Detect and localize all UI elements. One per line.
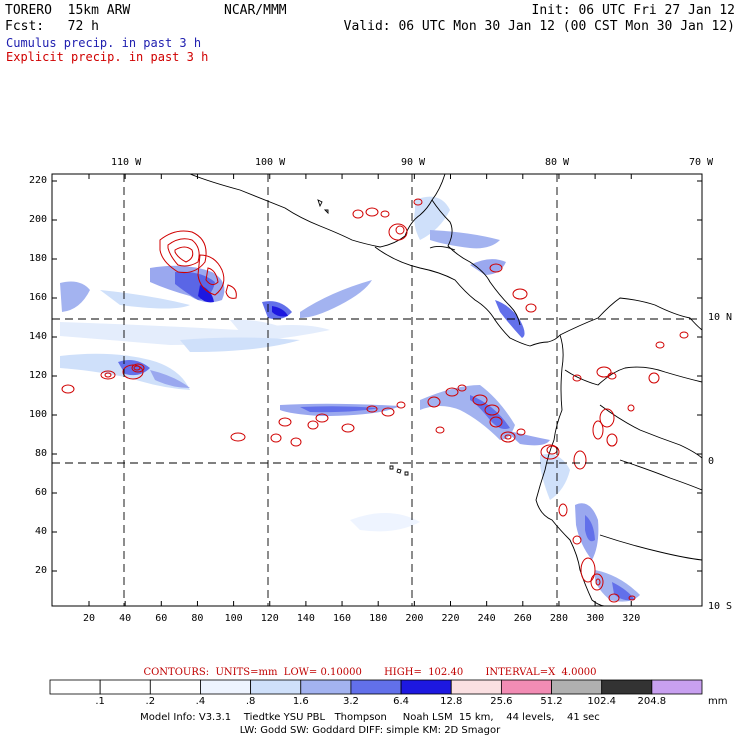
lon-label-100w: 100 W — [255, 157, 286, 168]
x-tick-label: 180 — [369, 613, 388, 624]
y-tick-label: 220 — [28, 175, 47, 186]
lon-label-110w: 110 W — [111, 157, 142, 168]
colorbar-label: .2 — [145, 696, 156, 707]
y-tick-label: 160 — [28, 292, 47, 303]
x-tick-label: 120 — [260, 613, 279, 624]
colorbar-swatch — [500, 679, 552, 695]
y-tick-label: 120 — [28, 370, 47, 381]
colorbar-swatch — [350, 679, 402, 695]
colorbar-label: 25.6 — [490, 696, 513, 707]
x-tick-label: 200 — [405, 613, 424, 624]
colorbar-label: .1 — [95, 696, 105, 707]
y-tick-label: 100 — [28, 409, 47, 420]
lon-label-80w: 80 W — [545, 157, 570, 168]
lat-label-0: 0 — [708, 456, 715, 467]
colorbar-swatch — [551, 679, 603, 695]
x-tick-label: 40 — [119, 613, 132, 624]
explicit-legend: Explicit precip. in past 3 h — [6, 50, 209, 64]
colorbar-label: .8 — [245, 696, 256, 707]
cumulus-legend: Cumulus precip. in past 3 h — [6, 36, 202, 50]
colorbar-label: 3.2 — [342, 696, 359, 707]
x-tick-label: 220 — [441, 613, 460, 624]
contour-info: CONTOURS: UNITS=mm LOW= 0.10000 HIGH= 10… — [143, 667, 597, 678]
x-tick-label: 240 — [477, 613, 496, 624]
colorbar-label: 12.8 — [440, 696, 463, 707]
x-tick-label: 320 — [622, 613, 641, 624]
x-tick-label: 260 — [513, 613, 532, 624]
x-tick-label: 60 — [155, 613, 168, 624]
lon-label-70w: 70 W — [689, 157, 714, 168]
colorbar-label: 102.4 — [587, 696, 617, 707]
y-tick-label: 20 — [34, 565, 47, 576]
colorbar-labels: .1 .2 .4 .8 1.6 3.2 6.4 12.8 25.6 51.2 102.4 204.8 — [0, 696, 740, 708]
x-tick-label: 300 — [586, 613, 605, 624]
x-tick-label: 100 — [224, 613, 243, 624]
valid-time: Valid: 06 UTC Mon 30 Jan 12 (00 CST Mon … — [343, 19, 735, 34]
colorbar-label: 51.2 — [540, 696, 563, 707]
colorbar-swatch — [601, 679, 653, 695]
y-tick-label: 200 — [28, 214, 47, 225]
cumulus-precip-areas — [60, 196, 640, 602]
colorbar-swatch — [450, 679, 502, 695]
y-tick-label: 60 — [34, 487, 47, 498]
colorbar-swatch — [300, 679, 352, 695]
lat-lon-grid — [52, 174, 702, 606]
colorbar-unit: mm — [708, 696, 728, 707]
colorbar-label: 6.4 — [393, 696, 410, 707]
colorbar-swatch — [149, 679, 201, 695]
colorbar-swatch — [400, 679, 452, 695]
model-info-line2: LW: Godd SW: Goddard DIFF: simple KM: 2D… — [239, 725, 501, 736]
colorbar-swatch — [200, 679, 252, 695]
colorbar-label: .4 — [195, 696, 206, 707]
x-tick-label: 280 — [549, 613, 568, 624]
y-tick-label: 180 — [28, 253, 47, 264]
x-tick-label: 80 — [191, 613, 204, 624]
center-label: NCAR/MMM — [224, 3, 287, 18]
explicit-precip-contours — [61, 198, 689, 603]
forecast-hour: Fcst: 72 h — [5, 19, 99, 34]
colorbar-swatch — [49, 679, 101, 695]
coastlines — [189, 174, 702, 606]
colorbar-swatch — [250, 679, 302, 695]
map-frame — [51, 173, 703, 607]
colorbar-swatch — [99, 679, 151, 695]
y-tick-label: 80 — [34, 448, 47, 459]
model-title: TORERO 15km ARW — [5, 3, 131, 18]
colorbar-label: 1.6 — [292, 696, 309, 707]
lat-label-10n: 10 N — [708, 312, 733, 323]
x-tick-label: 160 — [333, 613, 352, 624]
y-tick-label: 140 — [28, 331, 47, 342]
model-info-line1: Model Info: V3.3.1 Tiedtke YSU PBL Thomp… — [140, 712, 600, 723]
lon-label-90w: 90 W — [401, 157, 426, 168]
y-tick-label: 40 — [34, 526, 47, 537]
x-tick-label: 140 — [296, 613, 315, 624]
lat-label-10s: 10 S — [708, 601, 733, 612]
colorbar-label: 204.8 — [637, 696, 667, 707]
init-time: Init: 06 UTC Fri 27 Jan 12 — [531, 3, 736, 18]
colorbar-swatch — [651, 679, 703, 695]
x-tick-label: 20 — [82, 613, 96, 624]
